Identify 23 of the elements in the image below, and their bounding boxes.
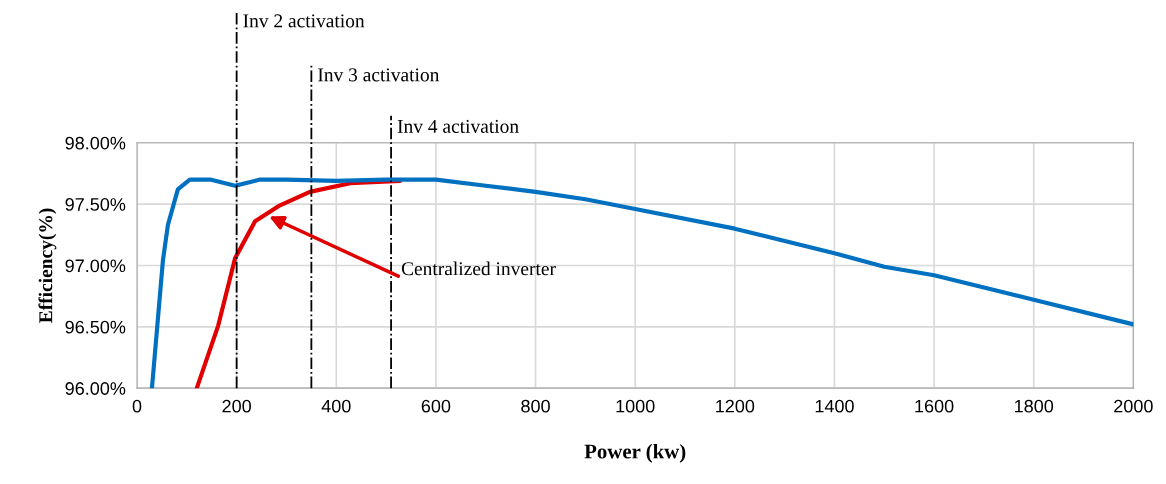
x-tick-label: 0 <box>132 399 142 413</box>
line-series <box>149 177 1134 389</box>
x-tick-label: 800 <box>521 399 550 413</box>
y-tick-label: 98.00% <box>65 136 126 150</box>
x-tick-label: 1200 <box>716 399 755 413</box>
y-tick-label: 97.00% <box>65 259 126 273</box>
y-tick-label: 97.50% <box>65 198 126 211</box>
x-axis-title: Power (kw) <box>584 443 686 463</box>
x-tick-label: 1600 <box>915 399 954 413</box>
x-tick-label: 2000 <box>1114 399 1153 413</box>
ref-line-label: Inv 3 activation <box>318 68 440 82</box>
x-tick-label: 400 <box>321 399 351 413</box>
x-tick-label: 200 <box>222 399 251 413</box>
y-tick-label: 96.50% <box>65 320 126 334</box>
x-tick-label: 1800 <box>1015 399 1054 413</box>
y-tick-label: 96.00% <box>65 382 126 395</box>
x-tick-label: 1400 <box>815 399 854 413</box>
x-tick-label: 600 <box>421 399 451 413</box>
annotation: Centralized inverter <box>401 261 556 276</box>
ref-line-label: Inv 4 activation <box>397 119 519 133</box>
x-tick-label: 1000 <box>616 399 655 413</box>
y-axis-title: Efficiency(%) <box>38 208 57 323</box>
ref-line-label: Inv 2 activation <box>243 14 365 28</box>
